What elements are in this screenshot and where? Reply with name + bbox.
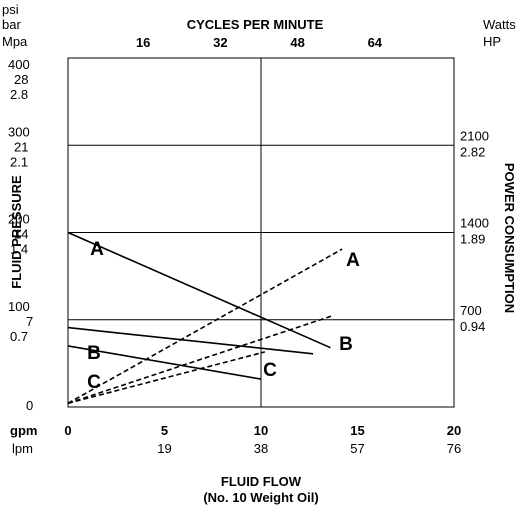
series-line-a-power xyxy=(67,248,343,404)
series-line-c-power xyxy=(67,351,266,405)
right-tick-watts: 700 xyxy=(460,303,482,318)
left-tick-mpa: 2.8 xyxy=(10,87,28,102)
x-axis-label: FLUID FLOW xyxy=(221,474,302,489)
right-unit-hp: HP xyxy=(483,34,501,49)
right-tick-hp: 1.89 xyxy=(460,232,485,247)
left-tick-mpa: 2.1 xyxy=(10,154,28,169)
left-tick-bar: 21 xyxy=(14,139,28,154)
x-unit-gpm: gpm xyxy=(10,423,37,438)
left-unit-mpa: Mpa xyxy=(2,34,28,49)
top-tick-label: 32 xyxy=(213,35,227,50)
x-tick-lpm: 19 xyxy=(157,441,171,456)
y-axis-label-right: POWER CONSUMPTION xyxy=(502,163,517,313)
series-label-a: A xyxy=(346,250,360,271)
top-tick-label: 64 xyxy=(368,35,383,50)
left-tick-psi: 300 xyxy=(8,124,30,139)
x-axis-sublabel: (No. 10 Weight Oil) xyxy=(203,490,318,505)
right-unit-watts: Watts xyxy=(483,17,516,32)
left-tick-mpa: 0.7 xyxy=(10,329,28,344)
x-tick-lpm: 38 xyxy=(254,441,268,456)
x-tick-lpm: 57 xyxy=(350,441,364,456)
right-tick-hp: 0.94 xyxy=(460,319,485,334)
series-label-c: C xyxy=(263,360,277,381)
series-label-b: B xyxy=(339,334,353,355)
x-tick-gpm: 15 xyxy=(350,423,364,438)
series-layer xyxy=(67,231,343,405)
x-tick-lpm: 76 xyxy=(447,441,461,456)
x-tick-gpm: 10 xyxy=(254,423,268,438)
series-label-b: B xyxy=(87,343,101,364)
series-line-b-pressure xyxy=(67,326,314,355)
right-tick-watts: 2100 xyxy=(460,128,489,143)
series-line-a-pressure xyxy=(67,231,331,349)
series-label-c: C xyxy=(87,372,101,393)
left-tick-psi: 100 xyxy=(8,299,30,314)
y-axis-label-left: FLUID PRESSURE xyxy=(9,175,24,289)
left-tick-psi: 0 xyxy=(26,398,33,413)
series-line-c-pressure xyxy=(67,345,262,380)
top-tick-label: 48 xyxy=(290,35,304,50)
left-tick-bar: 14 xyxy=(14,227,28,242)
x-tick-labels: 0 5 10 15 20 19 38 57 76 xyxy=(64,423,461,456)
left-tick-psi: 200 xyxy=(8,212,30,227)
left-tick-mpa: 1.4 xyxy=(10,242,28,257)
x-unit-lpm: lpm xyxy=(12,441,33,456)
left-tick-bar: 7 xyxy=(26,314,33,329)
x-tick-gpm: 0 xyxy=(64,423,71,438)
x-tick-gpm: 20 xyxy=(447,423,461,438)
series-line-b-power xyxy=(67,315,333,405)
x-tick-gpm: 5 xyxy=(161,423,168,438)
left-tick-psi: 400 xyxy=(8,57,30,72)
top-tick-labels: 16 32 48 64 xyxy=(136,35,383,50)
top-tick-label: 16 xyxy=(136,35,150,50)
left-unit-bar: bar xyxy=(2,17,21,32)
chart-title: CYCLES PER MINUTE xyxy=(187,17,324,32)
left-tick-bar: 28 xyxy=(14,72,28,87)
series-label-a: A xyxy=(90,239,104,260)
left-unit-psi: psi xyxy=(2,2,19,17)
gridlines xyxy=(68,58,454,407)
right-tick-hp: 2.82 xyxy=(460,144,485,159)
right-tick-watts: 1400 xyxy=(460,216,489,231)
